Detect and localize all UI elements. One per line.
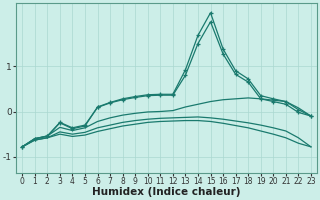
- X-axis label: Humidex (Indice chaleur): Humidex (Indice chaleur): [92, 187, 241, 197]
